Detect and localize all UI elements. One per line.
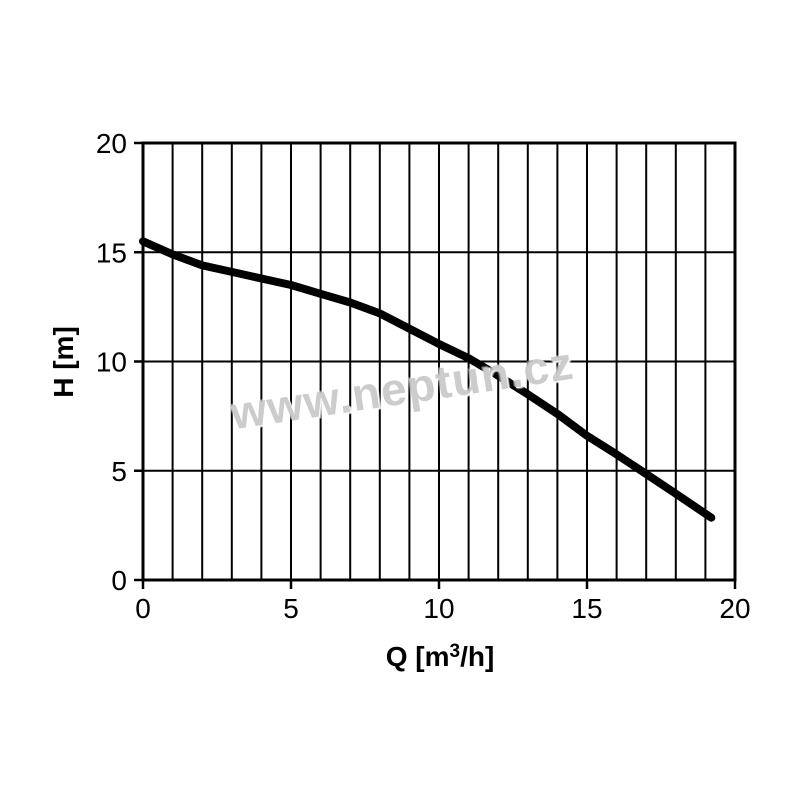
y-tick-label: 10 (96, 347, 127, 378)
y-tick-label: 15 (96, 237, 127, 268)
x-axis-title-pre: Q [m (385, 641, 450, 672)
x-tick-label: 20 (719, 593, 750, 624)
x-axis-title: Q [m3/h] (385, 641, 495, 672)
x-axis-title-sup: 3 (449, 641, 461, 662)
x-tick-label: 15 (571, 593, 602, 624)
y-tick-label: 5 (111, 456, 127, 487)
y-tick-label: 0 (111, 565, 127, 596)
x-tick-label: 10 (423, 593, 454, 624)
y-tick-label: 20 (96, 128, 127, 159)
x-tick-label: 5 (283, 593, 299, 624)
x-tick-label: 0 (135, 593, 151, 624)
y-axis-title: H [m] (48, 326, 79, 398)
pump-head-curve (139, 237, 716, 522)
x-axis-title-post: /h] (460, 641, 495, 672)
